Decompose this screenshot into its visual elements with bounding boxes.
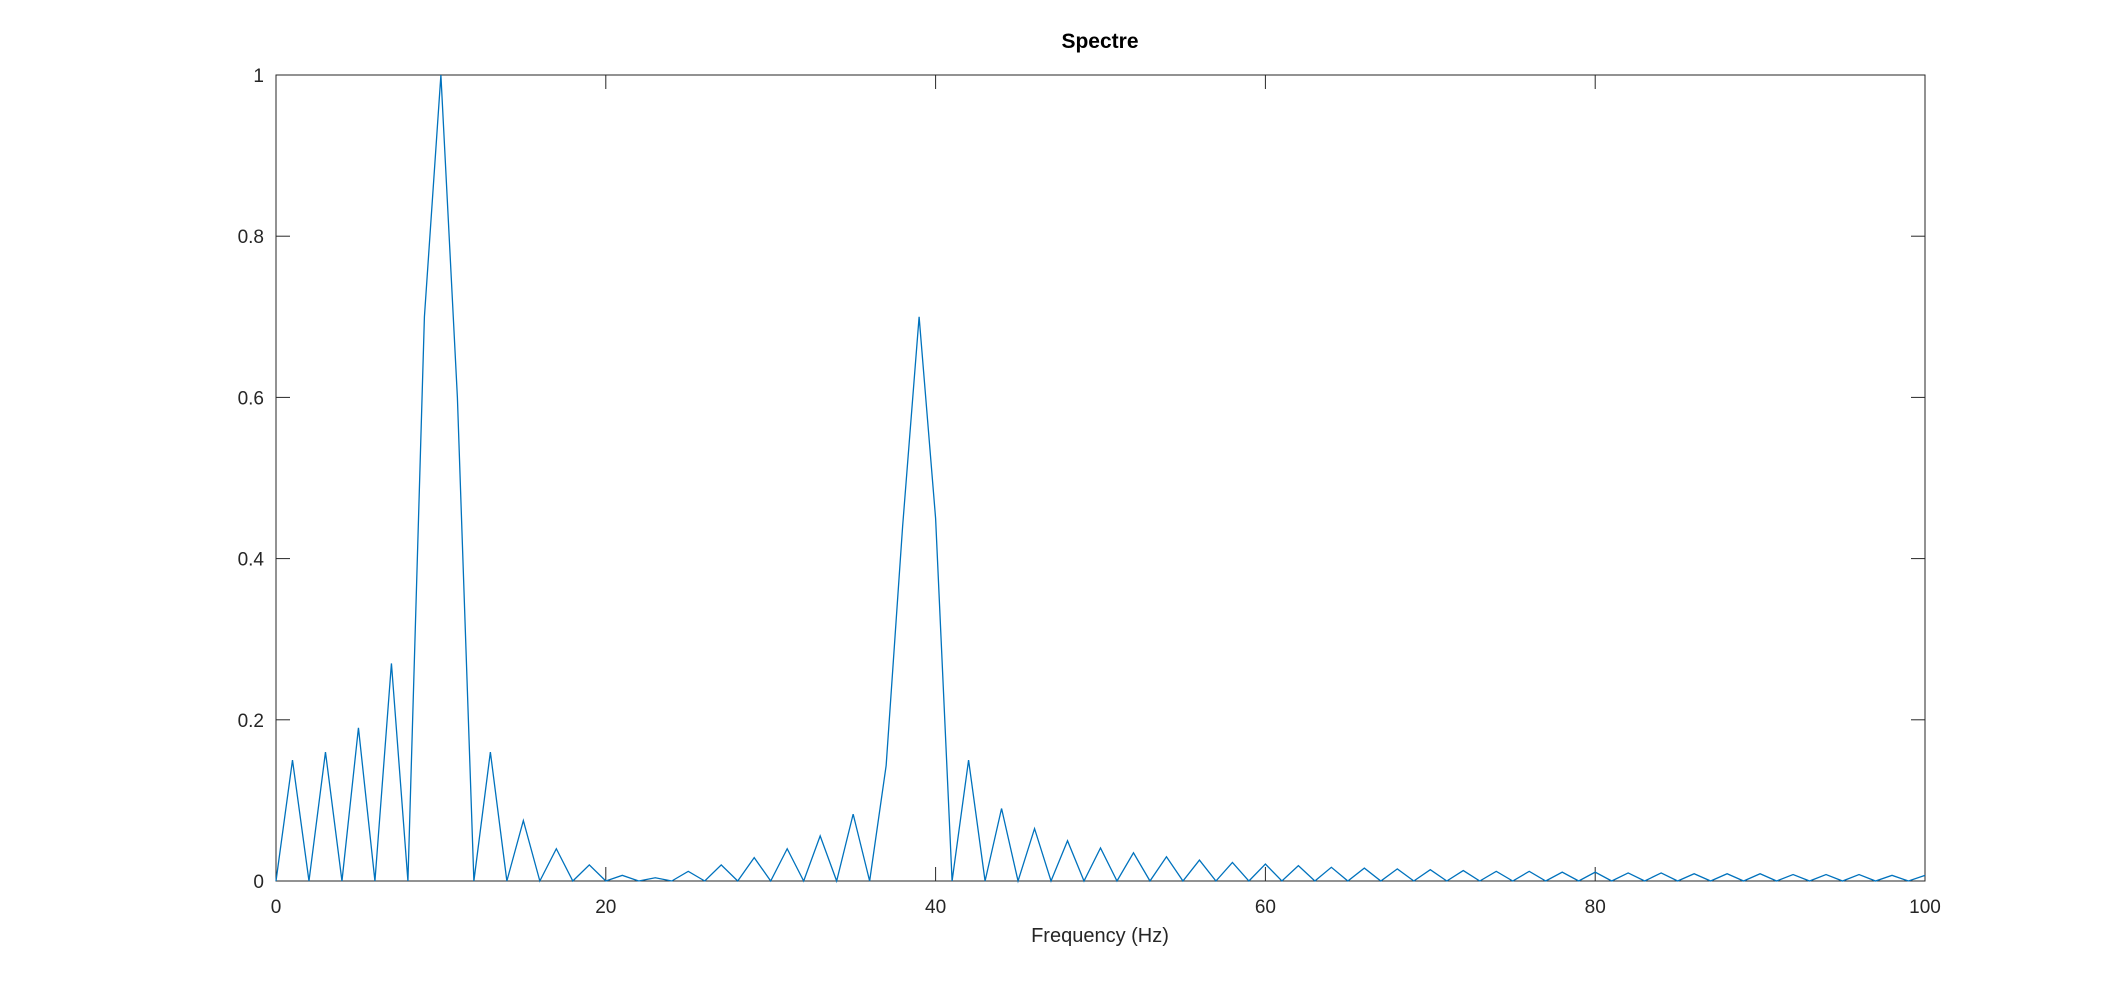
x-tick-label: 80 — [1585, 897, 1606, 918]
x-tick-label: 40 — [925, 897, 946, 918]
y-tick-label: 0.6 — [238, 388, 264, 409]
x-tick-label: 60 — [1255, 897, 1276, 918]
y-tick-label: 0.8 — [238, 227, 264, 248]
x-tick-label: 20 — [595, 897, 616, 918]
x-axis-label: Frequency (Hz) — [1031, 925, 1169, 947]
series-layer — [275, 74, 1926, 884]
x-tick-label: 100 — [1909, 897, 1941, 918]
x-axis-ticks: 0 20 40 60 80 100 — [271, 75, 1941, 918]
y-tick-label: 0.4 — [238, 550, 265, 571]
y-tick-label: 0.2 — [238, 711, 264, 732]
chart-title: Spectre — [1061, 30, 1138, 53]
y-tick-label: 0 — [253, 872, 264, 893]
y-tick-label: 1 — [253, 66, 264, 87]
y-axis-ticks: 0 0.2 0.4 0.6 0.8 1 — [238, 66, 1925, 893]
plot-area — [275, 74, 1926, 882]
x-tick-label: 0 — [271, 897, 282, 918]
spectrum-series-line — [275, 74, 1926, 884]
